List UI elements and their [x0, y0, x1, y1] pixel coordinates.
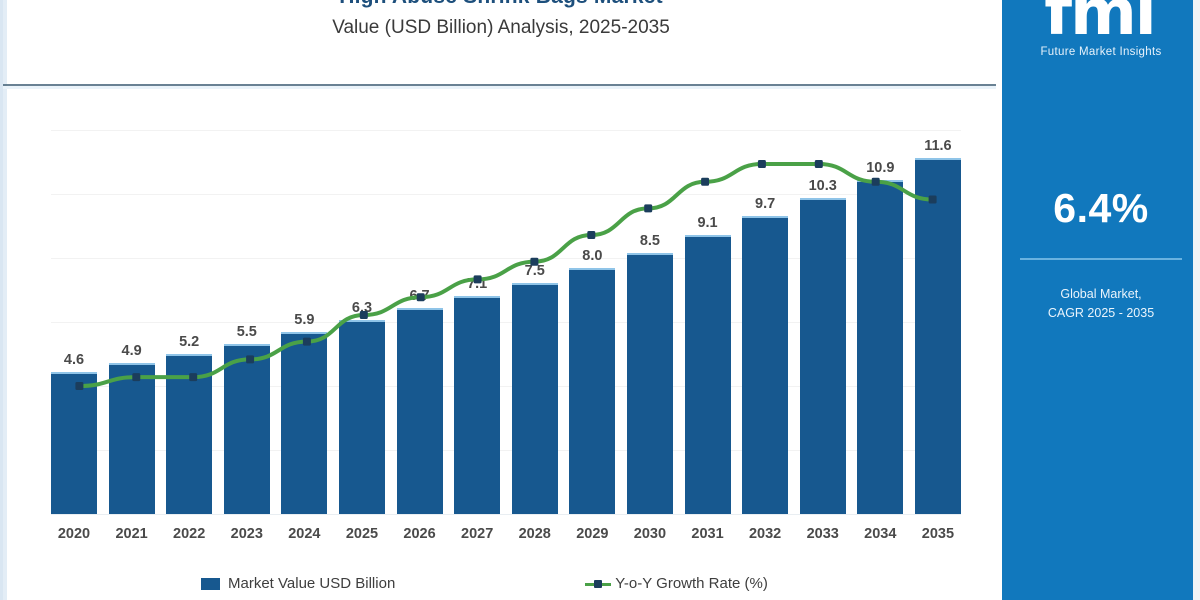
bar-column[interactable]: 5.9 — [281, 130, 328, 514]
bar-value-label: 9.1 — [697, 215, 718, 231]
bar-column[interactable]: 9.7 — [742, 130, 789, 514]
x-axis-tick: 2026 — [403, 526, 436, 542]
logo: fmi Future Market Insights — [1002, 0, 1200, 58]
x-axis-line — [51, 514, 961, 515]
page-title: High Abuse Shrink Bags Market — [3, 0, 996, 10]
x-axis-tick: 2024 — [288, 526, 321, 542]
x-axis-tick: 2032 — [748, 526, 782, 542]
x-axis-tick: 2034 — [864, 526, 897, 542]
header-divider — [3, 84, 996, 86]
bar-value-label: 5.5 — [236, 324, 257, 340]
x-axis-tick: 2029 — [576, 526, 609, 542]
x-axis-tick: 2028 — [518, 526, 551, 542]
bar-value-label: 9.7 — [755, 196, 776, 212]
bar-value-label: 7.5 — [524, 263, 545, 279]
x-axis-tick: 2027 — [461, 526, 494, 542]
chart-legend: Market Value USD Billion Y-o-Y Growth Ra… — [51, 575, 931, 592]
bar-value-label: 5.9 — [294, 312, 315, 328]
bar[interactable] — [223, 344, 270, 514]
fmi-logo-icon: fmi — [1044, 0, 1156, 50]
bar[interactable] — [51, 372, 97, 514]
x-axis-tick: 2031 — [691, 526, 724, 542]
bar[interactable] — [626, 253, 673, 514]
line-swatch-icon — [585, 578, 612, 590]
bar-value-label: 11.6 — [924, 138, 952, 154]
cagr-value: 6.4% — [1053, 185, 1149, 231]
bar-column[interactable]: 6.3 — [338, 130, 385, 514]
legend-item-market-value: Market Value USD Billion — [201, 575, 395, 592]
bar-column[interactable]: 4.9 — [108, 130, 155, 514]
bar-value-label: 6.3 — [351, 300, 373, 316]
cagr-note: Global Market, CAGR 2025 - 2035 — [1002, 285, 1200, 323]
bar-column[interactable]: 7.5 — [511, 130, 558, 514]
x-axis-tick: 2021 — [115, 526, 148, 542]
bar[interactable] — [799, 198, 846, 514]
bar[interactable] — [454, 296, 501, 514]
panel-left-edge — [3, 0, 7, 600]
chart-header: High Abuse Shrink Bags Market Value (USD… — [3, 0, 996, 43]
bar-swatch-icon — [201, 577, 220, 590]
bar[interactable] — [742, 216, 789, 514]
x-axis-tick: 2033 — [806, 526, 839, 542]
bar-value-label: 10.9 — [866, 160, 895, 176]
bar[interactable] — [511, 283, 558, 514]
bar-column[interactable]: 8.0 — [569, 130, 616, 514]
gridline — [51, 450, 961, 451]
x-axis-labels: 2020 2021 2022 2023 2024 2025 2026 2027 2028 2029… — [51, 526, 961, 542]
header-divider-soft — [3, 86, 996, 89]
x-axis-tick: 2020 — [57, 526, 91, 542]
page-subtitle: Value (USD Billion) Analysis, 2025-2035 — [332, 17, 670, 38]
bar[interactable] — [857, 180, 904, 514]
bar[interactable] — [166, 354, 213, 514]
bar-column[interactable]: 10.3 — [799, 130, 846, 514]
bar-column[interactable]: 4.6 — [51, 130, 97, 514]
gridline — [51, 130, 961, 131]
bar[interactable] — [281, 332, 328, 514]
bar-value-label: 4.9 — [121, 343, 142, 359]
logo-subtitle: Future Market Insights — [1040, 46, 1162, 58]
bar-column[interactable]: 5.5 — [223, 130, 270, 514]
x-axis-tick: 2035 — [921, 526, 955, 542]
sidebar-divider — [1020, 258, 1182, 260]
cagr-note-line1: Global Market, — [1060, 287, 1142, 301]
bar-column[interactable]: 11.6 — [914, 130, 961, 514]
bar[interactable] — [569, 268, 616, 514]
bar[interactable] — [914, 158, 961, 514]
legend-label-growth-rate: Y-o-Y Growth Rate (%) — [615, 575, 768, 592]
bar-value-label: 6.7 — [409, 288, 430, 304]
bar-value-label: 4.6 — [63, 352, 85, 368]
bar-value-label: 7.1 — [467, 276, 488, 292]
bar[interactable] — [684, 235, 731, 514]
bar-column[interactable]: 7.1 — [454, 130, 501, 514]
x-axis-tick: 2023 — [230, 526, 263, 542]
x-axis-tick: 2022 — [173, 526, 206, 542]
brand-sidebar: fmi Future Market Insights 6.4% Global M… — [996, 0, 1200, 600]
chart-panel: High Abuse Shrink Bags Market Value (USD… — [0, 0, 996, 600]
legend-item-growth-rate: Y-o-Y Growth Rate (%) — [585, 575, 768, 592]
bar-column[interactable]: 9.1 — [684, 130, 731, 514]
x-axis-tick: 2030 — [633, 526, 667, 542]
bar-column[interactable]: 5.2 — [166, 130, 213, 514]
bar[interactable] — [396, 308, 443, 514]
bar[interactable] — [338, 320, 385, 514]
bar-value-label: 10.3 — [808, 178, 837, 194]
cagr-note-line2: CAGR 2025 - 2035 — [1047, 306, 1155, 320]
bar[interactable] — [108, 363, 155, 514]
bar-column[interactable]: 6.7 — [396, 130, 443, 514]
bar-value-label: 5.2 — [179, 334, 200, 350]
bar-series: 4.6 4.9 5.2 5.5 5.9 6.3 6.7 7.1 7.5 8.0 8.5 9.1 9.7 1… — [51, 130, 961, 514]
plot-area: 4.6 4.9 5.2 5.5 5.9 6.3 6.7 7.1 7.5 8.0 8.5 9.1 9.7 1… — [51, 130, 961, 515]
bar-value-label: 8.5 — [639, 233, 661, 249]
bar-column[interactable]: 8.5 — [626, 130, 673, 514]
bar-value-label: 8.0 — [582, 248, 603, 264]
x-axis-tick: 2025 — [345, 526, 379, 542]
bar-column[interactable]: 10.9 — [857, 130, 904, 514]
legend-label-market-value: Market Value USD Billion — [228, 575, 396, 592]
